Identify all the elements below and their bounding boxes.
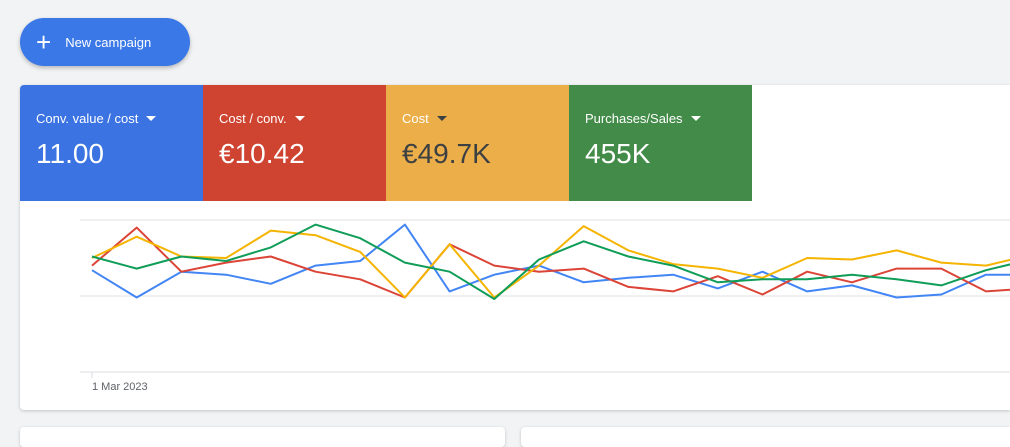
metric-tile[interactable]: Conv. value / cost 11.00 bbox=[20, 85, 203, 201]
metric-tile[interactable]: Purchases/Sales 455K bbox=[569, 85, 752, 201]
series-line bbox=[91, 223, 1010, 300]
new-campaign-button[interactable]: + New campaign bbox=[20, 18, 190, 66]
dropdown-arrow bbox=[690, 116, 701, 121]
series-line bbox=[91, 223, 1010, 299]
x-axis-label: 1 Mar 2023 bbox=[92, 381, 148, 393]
metric-label: Cost bbox=[402, 111, 429, 126]
metric-label: Conv. value / cost bbox=[36, 111, 139, 126]
metric-tile[interactable]: Cost / conv. €10.42 bbox=[203, 85, 386, 201]
series-line bbox=[91, 226, 1010, 299]
metric-value: 11.00 bbox=[36, 138, 104, 169]
dropdown-arrow bbox=[436, 116, 447, 121]
lower-card bbox=[521, 427, 1010, 447]
dropdown-arrow bbox=[294, 116, 305, 121]
metric-value: 455K bbox=[585, 138, 651, 169]
dropdown-arrow bbox=[146, 116, 157, 121]
series-line bbox=[91, 225, 1010, 299]
line-chart: 1 Mar 2023 bbox=[80, 219, 1010, 393]
metric-label: Purchases/Sales bbox=[585, 111, 683, 126]
button-label: New campaign bbox=[65, 34, 152, 50]
metric-label: Cost / conv. bbox=[219, 111, 287, 126]
metric-tile[interactable]: Cost €49.7K bbox=[386, 85, 569, 201]
lower-card bbox=[20, 427, 505, 447]
metric-value: €49.7K bbox=[402, 138, 491, 169]
performance-card: Conv. value / cost 11.00 Cost / conv. €1… bbox=[20, 85, 1010, 410]
page: {"button": {"label": "New campaign"}, "m… bbox=[20, 18, 1010, 447]
plus-icon: + bbox=[36, 27, 52, 57]
metric-value: €10.42 bbox=[219, 138, 305, 169]
